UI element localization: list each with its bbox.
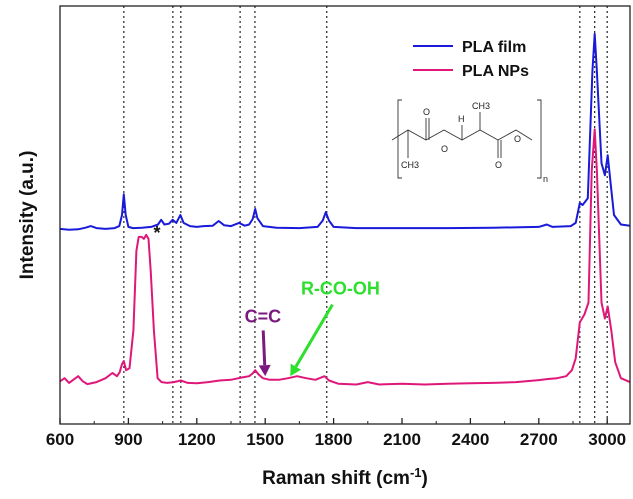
x-tick-label: 1800 <box>315 430 353 449</box>
x-tick-label: 2400 <box>451 430 489 449</box>
bracket-left <box>397 99 402 179</box>
annotation-arrow-shaft <box>261 330 267 366</box>
annotation-asterisk: * <box>153 223 160 243</box>
reference-lines <box>123 6 608 424</box>
repeat-n: n <box>543 174 548 184</box>
series-line-pla-nps <box>59 128 631 386</box>
annotations: * C=C R-CO-OH <box>153 223 380 377</box>
annotation-arrow-head <box>258 364 271 377</box>
series-line-pla-film <box>59 32 631 231</box>
x-tick-label: 1200 <box>178 430 216 449</box>
annotation-label: R-CO-OH <box>301 279 380 299</box>
atom-h: H <box>458 114 465 124</box>
annotation-label: C=C <box>245 306 282 326</box>
legend-label-pla-film: PLA film <box>462 39 526 56</box>
atom-o: O <box>441 144 448 154</box>
x-tick-label: 600 <box>46 430 74 449</box>
x-ticks: 600 900 1200 1500 1800 2100 2400 2700 3000 <box>46 418 626 449</box>
atom-o: O <box>423 107 430 117</box>
x-tick-label: 1500 <box>246 430 284 449</box>
bracket-right <box>537 99 542 179</box>
y-axis-title: Intensity (a.u.) <box>17 151 38 280</box>
plot-frame <box>59 5 631 425</box>
legend-label-pla-nps: PLA NPs <box>462 63 529 80</box>
series-layer <box>59 32 631 386</box>
x-tick-label: 2100 <box>383 430 421 449</box>
x-tick-label: 3000 <box>588 430 626 449</box>
atom-o: O <box>514 134 521 144</box>
pla-structure-labels: O O H CH3 CH3 O O n <box>401 101 548 184</box>
atom-ch3: CH3 <box>472 101 490 111</box>
pla-structure-inset <box>391 99 542 179</box>
atom-ch3: CH3 <box>401 160 419 170</box>
atom-o: O <box>495 160 502 170</box>
legend: PLA film PLA NPs <box>413 39 529 80</box>
x-axis-title: Raman shift (cm-1) <box>262 465 428 489</box>
annotation-arrow-head <box>290 363 302 377</box>
x-tick-label: 900 <box>114 430 142 449</box>
annotation-arrow-shaft <box>294 303 334 368</box>
x-tick-label: 2700 <box>520 430 558 449</box>
